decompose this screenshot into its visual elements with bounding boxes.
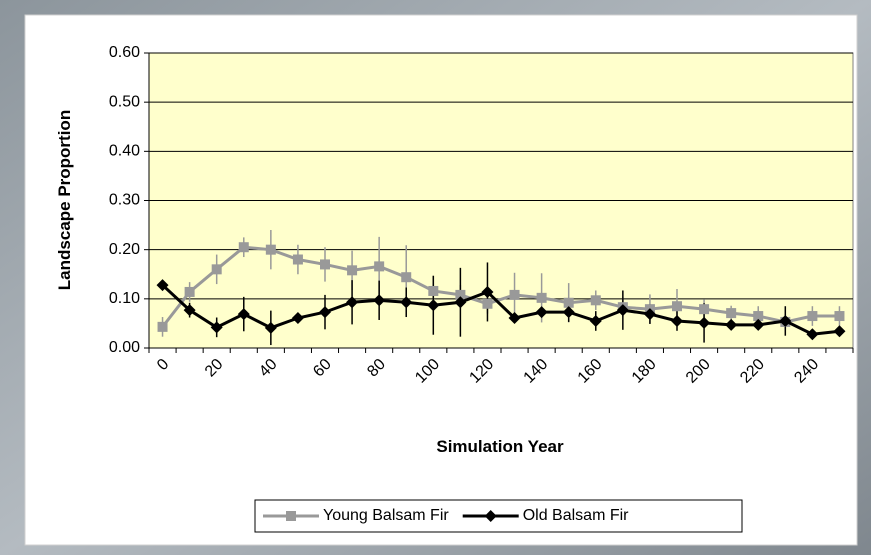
marker xyxy=(563,297,574,308)
marker xyxy=(833,325,846,338)
y-tick-label: 0.30 xyxy=(109,192,140,209)
marker xyxy=(211,264,222,275)
marker xyxy=(237,308,250,321)
y-axis-title: Landscape Proportion xyxy=(55,110,74,290)
marker xyxy=(347,265,358,276)
marker xyxy=(264,321,277,334)
y-tick-label: 0.60 xyxy=(109,44,140,61)
marker xyxy=(454,296,467,309)
marker xyxy=(374,261,385,272)
marker xyxy=(482,298,493,309)
x-axis-title: Simulation Year xyxy=(436,437,564,456)
marker xyxy=(834,311,845,322)
marker xyxy=(484,510,497,522)
marker xyxy=(643,308,656,321)
marker xyxy=(428,285,439,296)
marker xyxy=(373,294,386,307)
marker xyxy=(265,244,276,255)
marker xyxy=(616,304,629,317)
marker xyxy=(752,318,765,331)
marker xyxy=(400,296,413,309)
marker xyxy=(481,285,494,298)
y-tick-label: 0.50 xyxy=(109,93,140,110)
marker xyxy=(807,311,818,322)
marker xyxy=(184,286,195,297)
marker xyxy=(238,242,249,253)
marker xyxy=(699,304,710,315)
y-tick-label: 0.40 xyxy=(109,143,140,160)
marker xyxy=(725,318,738,331)
marker xyxy=(536,292,547,303)
legend-label: Young Balsam Fir xyxy=(323,507,449,524)
marker xyxy=(292,254,303,265)
marker xyxy=(401,272,412,283)
marker xyxy=(157,321,168,332)
marker xyxy=(286,511,296,521)
marker xyxy=(156,279,169,292)
legend xyxy=(254,499,743,533)
y-tick-label: 0.10 xyxy=(109,290,140,307)
marker xyxy=(346,296,359,309)
marker xyxy=(183,304,196,317)
marker xyxy=(806,328,819,341)
marker xyxy=(753,311,764,322)
marker xyxy=(726,308,737,319)
marker xyxy=(671,314,683,327)
marker xyxy=(698,316,711,329)
marker xyxy=(779,314,792,327)
marker xyxy=(210,321,223,334)
marker xyxy=(562,306,575,319)
marker xyxy=(589,314,602,327)
marker xyxy=(455,289,466,300)
legend-label: Old Balsam Fir xyxy=(523,507,629,524)
marker xyxy=(291,312,304,325)
marker xyxy=(590,295,601,306)
y-tick-label: 0.20 xyxy=(109,241,140,258)
marker xyxy=(427,299,440,312)
marker xyxy=(672,301,682,312)
marker xyxy=(508,312,521,325)
marker xyxy=(320,259,330,270)
marker xyxy=(509,289,520,300)
marker xyxy=(319,306,331,319)
y-tick-label: 0.00 xyxy=(109,339,140,356)
marker xyxy=(535,306,548,319)
